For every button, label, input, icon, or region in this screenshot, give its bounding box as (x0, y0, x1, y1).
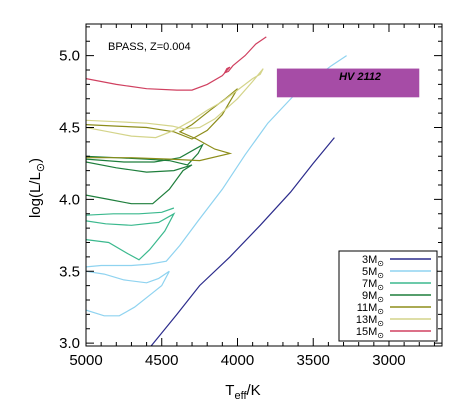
series-line-15m-sun (86, 36, 267, 91)
tick-layer (85, 24, 442, 346)
tick-label-layer: 5000 4500 4000 3500 3000 3.0 3.5 4.0 4.5 5.0 (59, 48, 406, 369)
x-tick-label: 3500 (297, 352, 330, 369)
x-tick-label: 5000 (69, 352, 102, 369)
legend-items: 3M⊙5M⊙7M⊙9M⊙11M⊙13M⊙15M⊙ (356, 254, 431, 340)
series-line-3m-sun (150, 137, 335, 346)
x-tick-label: 4500 (145, 352, 178, 369)
legend-label-9m: 9M⊙ (362, 290, 384, 304)
y-tick-label: 3.0 (59, 335, 80, 352)
series-line-5m-sun (86, 55, 347, 317)
y-axis-title: log(L/L⊙) (27, 158, 47, 218)
x-axis-title: Teff/K (225, 382, 260, 402)
legend-label-11m: 11M⊙ (357, 302, 384, 316)
hv2112-label: HV 2112 (339, 71, 381, 83)
model-annotation: BPASS, Z=0.004 (108, 41, 191, 53)
y-tick-label: 4.5 (59, 120, 80, 137)
series-line-7m-sun (86, 207, 176, 261)
y-tick-label: 3.5 (59, 263, 80, 280)
legend: 3M⊙5M⊙7M⊙9M⊙11M⊙13M⊙15M⊙ (338, 250, 438, 342)
legend-label-7m: 7M⊙ (362, 278, 384, 292)
x-tick-label: 4000 (221, 352, 254, 369)
observed-box-layer: HV 2112 (276, 68, 420, 98)
legend-box (338, 250, 438, 342)
legend-label-5m: 5M⊙ (362, 266, 384, 280)
x-tick-label: 3000 (372, 352, 405, 369)
legend-label-3m: 3M⊙ (362, 254, 384, 268)
y-tick-label: 5.0 (59, 48, 80, 65)
hv2112-region (276, 68, 420, 98)
legend-label-15m: 15M⊙ (356, 326, 384, 340)
y-tick-label: 4.0 (59, 191, 80, 208)
legend-label-13m: 13M⊙ (356, 314, 384, 328)
series-line-13m-sun (86, 68, 264, 139)
series-layer (86, 36, 347, 346)
series-line-9m-sun (86, 143, 205, 205)
